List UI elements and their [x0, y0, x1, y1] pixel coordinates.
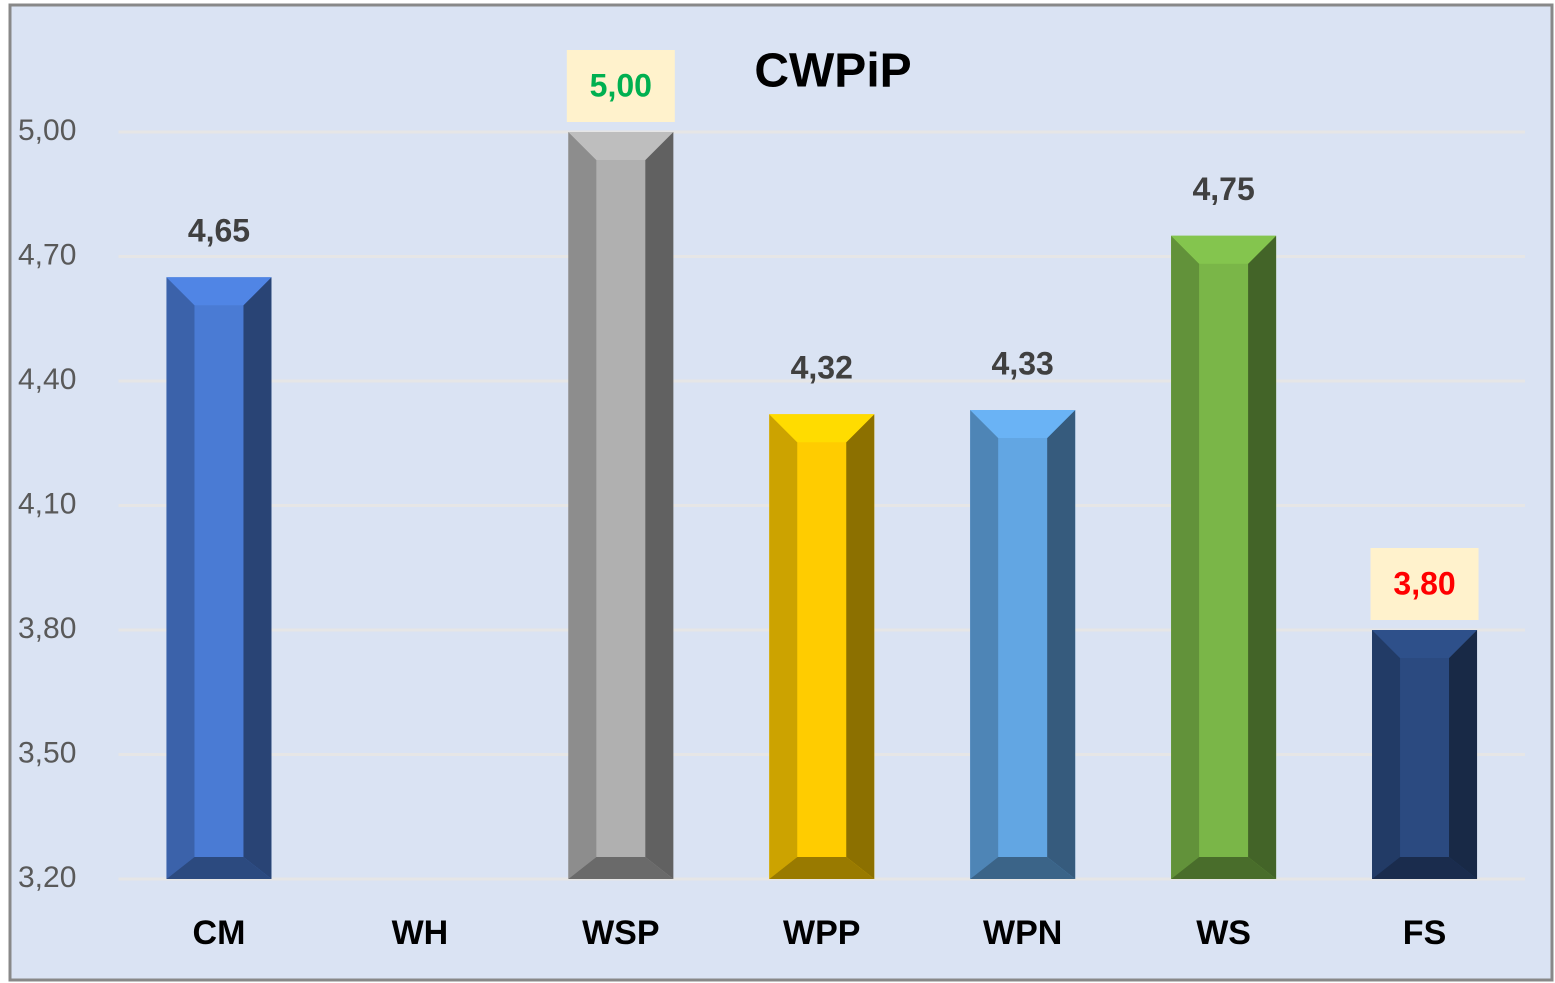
- value-label: 4,33: [992, 346, 1054, 382]
- bar-bevel: [1171, 235, 1200, 879]
- value-label: 4,75: [1192, 171, 1254, 207]
- x-tick-label: FS: [1403, 914, 1446, 952]
- bar-bevel: [568, 132, 597, 879]
- bar-bevel: [1372, 857, 1478, 879]
- bar-bevel: [1047, 410, 1076, 879]
- bar-bevel: [769, 857, 875, 879]
- y-tick-label: 4,10: [18, 487, 76, 520]
- x-tick-label: WSP: [582, 914, 659, 952]
- bar-bevel: [1372, 630, 1401, 879]
- bar-bevel: [1248, 235, 1277, 879]
- bar-bevel: [166, 277, 195, 879]
- bar-bevel: [1449, 630, 1478, 879]
- chart-title: CWPiP: [754, 45, 911, 98]
- bar-bevel: [243, 277, 272, 879]
- bar-bevel: [769, 414, 798, 879]
- bar-bevel: [568, 132, 674, 160]
- value-label: 4,65: [188, 213, 250, 249]
- bar-bevel: [1171, 235, 1277, 264]
- bar-bevel: [769, 414, 875, 443]
- bar-bevel: [1372, 630, 1478, 658]
- bar-bevel: [166, 857, 272, 879]
- x-tick-label: WPN: [983, 914, 1062, 952]
- bar-bevel: [568, 857, 674, 879]
- bar-bevel: [970, 857, 1076, 879]
- value-label: 4,32: [791, 350, 853, 386]
- y-tick-label: 3,50: [18, 736, 76, 769]
- value-label-background: [566, 50, 675, 122]
- value-label: 5,00: [590, 67, 652, 103]
- y-tick-label: 5,00: [18, 114, 76, 147]
- x-tick-label: WH: [392, 914, 449, 952]
- bar-bevel: [166, 277, 272, 306]
- y-tick-label: 3,20: [18, 861, 76, 894]
- bar-bevel: [1171, 857, 1277, 879]
- value-label-background: [1370, 548, 1479, 620]
- bar-bevel: [970, 410, 999, 879]
- value-label: 3,80: [1393, 565, 1455, 601]
- bar-bevel: [846, 414, 875, 879]
- y-tick-label: 4,40: [18, 363, 76, 396]
- y-tick-label: 4,70: [18, 238, 76, 271]
- x-tick-label: WS: [1196, 914, 1251, 952]
- bar-bevel: [970, 410, 1076, 439]
- x-tick-label: CM: [193, 914, 246, 952]
- y-tick-label: 3,80: [18, 612, 76, 645]
- bar-bevel: [645, 132, 674, 879]
- x-tick-label: WPP: [783, 914, 860, 952]
